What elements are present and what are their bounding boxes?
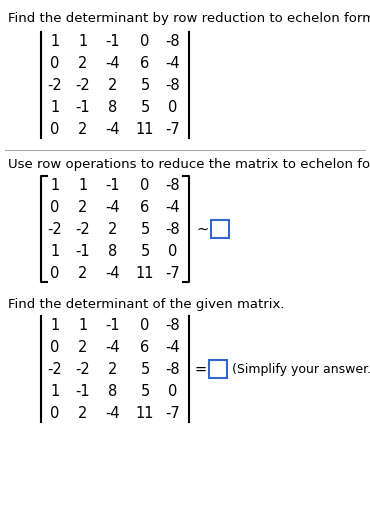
Text: 0: 0 bbox=[50, 266, 60, 280]
Text: 2: 2 bbox=[78, 340, 88, 354]
Text: -1: -1 bbox=[76, 243, 90, 259]
Text: 6: 6 bbox=[140, 199, 149, 214]
FancyBboxPatch shape bbox=[209, 360, 227, 378]
Text: ~: ~ bbox=[197, 222, 209, 236]
Text: -2: -2 bbox=[48, 361, 63, 377]
Text: -8: -8 bbox=[166, 33, 180, 49]
Text: Use row operations to reduce the matrix to echelon form.: Use row operations to reduce the matrix … bbox=[8, 158, 370, 171]
Text: -7: -7 bbox=[166, 406, 181, 421]
Text: 2: 2 bbox=[78, 266, 88, 280]
Text: -1: -1 bbox=[76, 99, 90, 114]
Text: -4: -4 bbox=[166, 340, 180, 354]
Text: -4: -4 bbox=[106, 56, 120, 70]
Text: -1: -1 bbox=[106, 178, 120, 193]
Text: -4: -4 bbox=[166, 199, 180, 214]
Text: 0: 0 bbox=[140, 317, 150, 333]
Text: -1: -1 bbox=[106, 33, 120, 49]
Text: -1: -1 bbox=[76, 384, 90, 398]
Text: 1: 1 bbox=[78, 317, 88, 333]
Text: -4: -4 bbox=[106, 406, 120, 421]
Text: 1: 1 bbox=[78, 33, 88, 49]
Text: 8: 8 bbox=[108, 99, 118, 114]
Text: 2: 2 bbox=[108, 222, 118, 236]
Text: 0: 0 bbox=[140, 33, 150, 49]
Text: 2: 2 bbox=[108, 361, 118, 377]
Text: -2: -2 bbox=[48, 78, 63, 93]
Text: 1: 1 bbox=[78, 178, 88, 193]
Text: 2: 2 bbox=[78, 199, 88, 214]
Text: 2: 2 bbox=[108, 78, 118, 93]
Text: 0: 0 bbox=[50, 56, 60, 70]
Text: -8: -8 bbox=[166, 78, 180, 93]
Text: 0: 0 bbox=[140, 178, 150, 193]
Text: 0: 0 bbox=[168, 99, 178, 114]
Text: 1: 1 bbox=[50, 99, 60, 114]
Text: 1: 1 bbox=[50, 317, 60, 333]
Text: -7: -7 bbox=[166, 122, 181, 136]
Text: -4: -4 bbox=[106, 266, 120, 280]
FancyBboxPatch shape bbox=[211, 220, 229, 238]
Text: -2: -2 bbox=[75, 222, 90, 236]
Text: -4: -4 bbox=[106, 122, 120, 136]
Text: 1: 1 bbox=[50, 384, 60, 398]
Text: 5: 5 bbox=[140, 99, 149, 114]
Text: 8: 8 bbox=[108, 243, 118, 259]
Text: -8: -8 bbox=[166, 178, 180, 193]
Text: -2: -2 bbox=[75, 78, 90, 93]
Text: -2: -2 bbox=[48, 222, 63, 236]
Text: -1: -1 bbox=[106, 317, 120, 333]
Text: 5: 5 bbox=[140, 78, 149, 93]
Text: 0: 0 bbox=[50, 340, 60, 354]
Text: 0: 0 bbox=[50, 406, 60, 421]
Text: 2: 2 bbox=[78, 56, 88, 70]
Text: 2: 2 bbox=[78, 406, 88, 421]
Text: 5: 5 bbox=[140, 361, 149, 377]
Text: Find the determinant by row reduction to echelon form.: Find the determinant by row reduction to… bbox=[8, 12, 370, 25]
Text: -8: -8 bbox=[166, 361, 180, 377]
Text: 11: 11 bbox=[136, 122, 154, 136]
Text: =: = bbox=[195, 361, 207, 377]
Text: 2: 2 bbox=[78, 122, 88, 136]
Text: 5: 5 bbox=[140, 243, 149, 259]
Text: 0: 0 bbox=[168, 243, 178, 259]
Text: 5: 5 bbox=[140, 384, 149, 398]
Text: 11: 11 bbox=[136, 266, 154, 280]
Text: -4: -4 bbox=[166, 56, 180, 70]
Text: -4: -4 bbox=[106, 199, 120, 214]
Text: 5: 5 bbox=[140, 222, 149, 236]
Text: Find the determinant of the given matrix.: Find the determinant of the given matrix… bbox=[8, 298, 285, 311]
Text: 8: 8 bbox=[108, 384, 118, 398]
Text: -8: -8 bbox=[166, 317, 180, 333]
Text: 6: 6 bbox=[140, 340, 149, 354]
Text: 11: 11 bbox=[136, 406, 154, 421]
Text: 1: 1 bbox=[50, 33, 60, 49]
Text: -8: -8 bbox=[166, 222, 180, 236]
Text: 6: 6 bbox=[140, 56, 149, 70]
Text: -2: -2 bbox=[75, 361, 90, 377]
Text: -4: -4 bbox=[106, 340, 120, 354]
Text: 1: 1 bbox=[50, 178, 60, 193]
Text: 0: 0 bbox=[50, 122, 60, 136]
Text: 0: 0 bbox=[50, 199, 60, 214]
Text: 1: 1 bbox=[50, 243, 60, 259]
Text: -7: -7 bbox=[166, 266, 181, 280]
Text: 0: 0 bbox=[168, 384, 178, 398]
Text: (Simplify your answer.): (Simplify your answer.) bbox=[232, 362, 370, 376]
